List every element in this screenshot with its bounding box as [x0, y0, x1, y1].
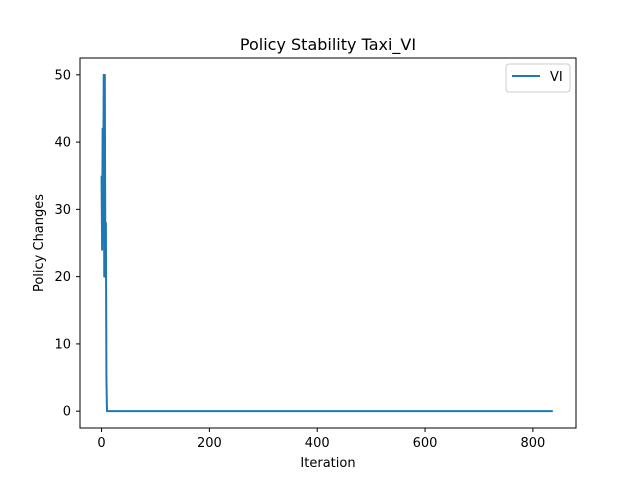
x-tick-label: 200 — [197, 436, 222, 451]
chart-title: Policy Stability Taxi_VI — [240, 35, 416, 55]
plot-area — [79, 57, 577, 429]
x-axis-label: Iteration — [300, 456, 355, 471]
x-tick-label: 600 — [413, 436, 438, 451]
plot-frame — [79, 57, 577, 429]
y-axis-ticks: 0 10 20 30 40 50 — [54, 68, 80, 420]
series-layer — [100, 73, 553, 413]
x-tick-label: 0 — [97, 436, 105, 451]
y-tick-label: 20 — [54, 270, 71, 285]
legend: VI — [505, 63, 571, 93]
y-axis-label: Policy Changes — [32, 194, 47, 292]
legend-box — [505, 63, 571, 93]
y-tick-label: 30 — [54, 203, 71, 218]
y-tick-label: 50 — [54, 68, 71, 83]
x-tick-label: 400 — [305, 436, 330, 451]
y-tick-label: 0 — [63, 405, 71, 420]
y-tick-label: 10 — [54, 337, 71, 352]
series-line-vi — [100, 73, 553, 413]
y-tick-label: 40 — [54, 136, 71, 151]
x-axis-ticks: 0 200 400 600 800 — [97, 428, 545, 451]
legend-label-vi: VI — [550, 70, 563, 85]
x-tick-label: 800 — [520, 436, 545, 451]
